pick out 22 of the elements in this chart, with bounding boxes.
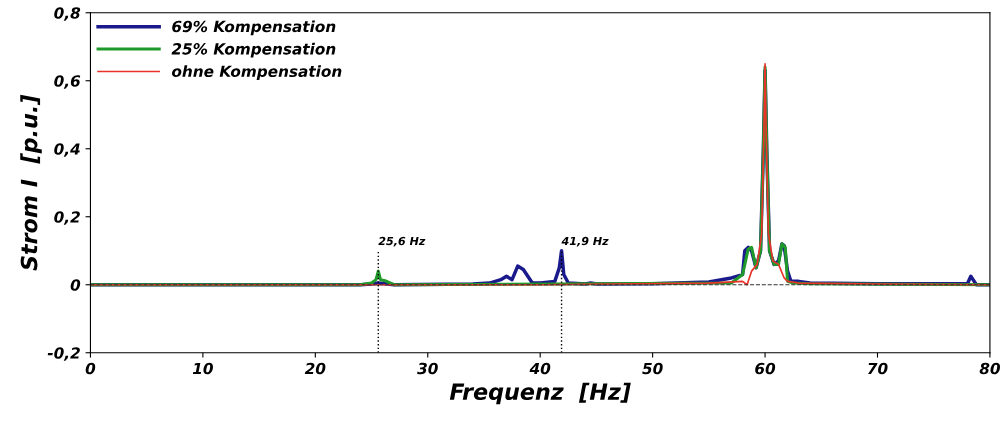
y-tick-label: 0,2 xyxy=(54,211,80,225)
x-tick-label: 20 xyxy=(304,362,326,375)
x-tick-label: 60 xyxy=(755,362,776,375)
y-tick-label: -0,2 xyxy=(47,347,80,361)
ref-line-label: 25,6 Hz xyxy=(378,236,426,247)
x-axis-title: Frequenz [Hz] xyxy=(449,382,631,405)
y-tick-label: 0,8 xyxy=(54,7,81,21)
y-tick-label: 0,6 xyxy=(54,75,81,89)
legend-label: 25% Kompensation xyxy=(171,42,336,58)
x-tick-label: 0 xyxy=(85,362,96,375)
legend-label: 69% Kompensation xyxy=(172,20,336,36)
x-tick-label: 50 xyxy=(642,362,663,375)
x-tick-label: 40 xyxy=(529,362,551,375)
y-tick-label: 0 xyxy=(70,279,81,291)
x-tick-label: 80 xyxy=(979,362,1001,375)
x-tick-label: 10 xyxy=(192,362,213,375)
x-tick-label: 70 xyxy=(868,362,888,375)
ref-line-label: 41,9 Hz xyxy=(561,236,609,247)
y-tick-label: 0,4 xyxy=(54,143,80,157)
legend-label: ohne Kompensation xyxy=(171,65,342,81)
y-axis-title: Strom I [p.u.] xyxy=(20,94,42,271)
x-tick-label: 30 xyxy=(417,362,438,375)
